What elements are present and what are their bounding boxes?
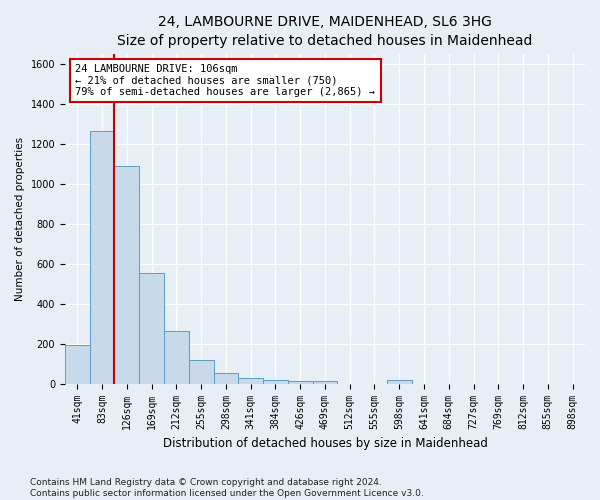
Y-axis label: Number of detached properties: Number of detached properties <box>15 136 25 301</box>
X-axis label: Distribution of detached houses by size in Maidenhead: Distribution of detached houses by size … <box>163 437 487 450</box>
Bar <box>115 166 139 384</box>
Bar <box>89 131 115 384</box>
Bar <box>238 378 263 384</box>
Title: 24, LAMBOURNE DRIVE, MAIDENHEAD, SL6 3HG
Size of property relative to detached h: 24, LAMBOURNE DRIVE, MAIDENHEAD, SL6 3HG… <box>117 15 533 48</box>
Bar <box>387 380 412 384</box>
Bar <box>214 372 238 384</box>
Bar <box>65 344 89 384</box>
Bar <box>189 360 214 384</box>
Text: Contains HM Land Registry data © Crown copyright and database right 2024.
Contai: Contains HM Land Registry data © Crown c… <box>30 478 424 498</box>
Bar <box>164 330 189 384</box>
Bar <box>263 380 288 384</box>
Text: 24 LAMBOURNE DRIVE: 106sqm
← 21% of detached houses are smaller (750)
79% of sem: 24 LAMBOURNE DRIVE: 106sqm ← 21% of deta… <box>76 64 376 97</box>
Bar <box>288 380 313 384</box>
Bar <box>139 272 164 384</box>
Bar <box>313 380 337 384</box>
